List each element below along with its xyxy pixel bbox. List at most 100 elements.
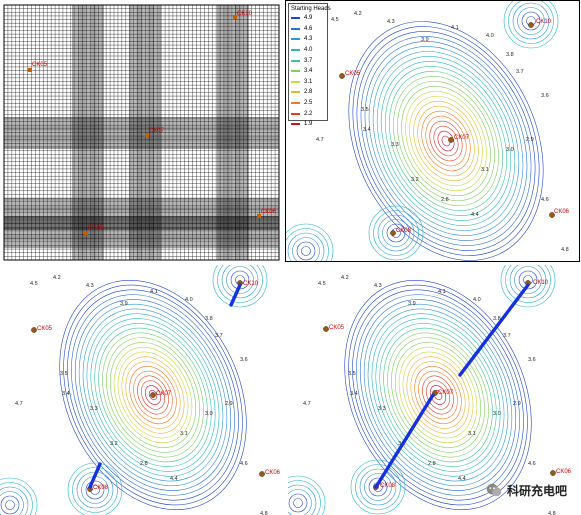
legend-value: 2.5 [304,100,313,107]
contour-label: 3.1 [468,431,476,437]
contour-label: 2.8 [441,197,449,203]
contour-label: 2.8 [140,461,148,467]
contour-label: 3.9 [120,301,128,307]
contour-label: 4.7 [15,401,23,407]
pathline-panel-long[interactable]: 4.5 4.2 4.3 3.9 4.1 4.0 3.8 3.7 3.6 3.5 3.4 3.3 3.2 3… [288,265,581,515]
head-contour [86,313,220,477]
head-contour [500,265,556,308]
watermark-text: 科研充电吧 [506,483,567,498]
particle-pathline [88,462,102,489]
head-contour [364,41,528,241]
pathline-contour-map-long[interactable]: 4.54.24.33.94.14.03.83.73.63.53.43.33.23… [288,265,581,515]
contour-label: 2.9 [526,137,534,143]
well-label-ck07: CK07 [156,391,172,397]
model-grid-panel[interactable]: CK10 CK05 CK07 CK08 CK06 [0,0,282,262]
head-contour [63,284,243,506]
pathline-panel-short[interactable]: 4.5 4.2 4.3 3.9 4.1 4.0 3.8 3.7 3.6 3.5 3.4 3.3 3.2 3… [0,265,287,515]
well-label-ck10: CK10 [243,281,259,287]
head-contour [413,100,479,182]
well-label-ck07: CK07 [149,128,165,134]
head-contour [386,223,406,243]
head-contour [72,467,118,513]
well-marker[interactable] [448,137,454,143]
head-contour [508,1,554,44]
head-contour [212,265,268,308]
legend-swatch [291,38,300,41]
contour-label: 4.5 [30,281,38,287]
starting-heads-panel[interactable]: 4.5 4.2 4.3 3.9 4.1 4.0 3.8 3.7 3.6 3.5 3.4 3.3 3.2 3… [285,0,580,262]
head-contour [373,210,419,256]
well-marker[interactable] [257,214,261,218]
well-label-ck06: CK06 [265,470,281,476]
well-marker[interactable] [145,133,149,137]
watermark: 科研充电吧 [485,481,567,499]
head-contour [503,1,559,49]
well-marker[interactable] [84,231,88,235]
well-marker[interactable] [339,73,345,79]
legend-row: 4.0 [291,45,325,56]
legend-swatch [291,17,300,20]
well-marker[interactable] [549,212,555,218]
head-contour [221,265,259,299]
head-contour [417,105,475,177]
head-contour [372,51,520,231]
head-contour [286,223,334,261]
contour-label: 2.9 [513,401,521,407]
head-contour [429,120,463,162]
contour-label: 4.0 [486,33,494,39]
head-contour [391,337,485,453]
well-marker[interactable] [233,15,237,19]
pathline-contour-map-short[interactable]: 4.5 4.2 4.3 3.9 4.1 4.0 3.8 3.7 3.6 3.5 3.4 3.3 3.2 3… [0,265,287,515]
head-contour [383,327,493,463]
contour-label: 3.2 [110,441,118,447]
head-contour [141,380,165,410]
head-contour [288,489,312,515]
contour-label: 4.7 [303,401,311,407]
well-marker[interactable] [390,230,396,236]
well-marker[interactable] [528,22,534,28]
well-label-ck10: CK10 [533,280,549,286]
model-grid-canvas[interactable] [0,0,282,262]
head-contour [379,322,497,468]
well-marker[interactable] [28,68,32,72]
head-contour [288,484,317,515]
well-marker[interactable] [550,470,556,476]
well-marker[interactable] [323,326,329,332]
head-contour [296,241,316,261]
well-label-ck10: CK10 [237,11,253,17]
contour-label: 4.3 [374,283,382,289]
head-contour [121,356,185,434]
head-contour [410,361,466,429]
particle-pathline [229,283,242,307]
contour-label: 3.6 [528,357,536,363]
head-contour [505,265,551,303]
head-contour [352,289,524,501]
head-contour [371,313,505,477]
head-contour [421,110,471,172]
contour-label: 4.2 [341,275,349,281]
head-contour [368,205,424,261]
well-marker[interactable] [31,327,37,333]
well-label-ck05: CK05 [329,325,345,331]
head-contour [344,279,532,511]
head-contour [98,327,208,463]
head-contour [59,279,247,511]
starting-heads-contour-map[interactable]: 4.5 4.2 4.3 3.9 4.1 4.0 3.8 3.7 3.6 3.5 3.4 3.3 3.2 3… [286,1,580,262]
head-contour [384,66,508,216]
well-marker[interactable] [150,392,156,398]
legend-value: 4.3 [304,36,313,43]
contour-label: 3.5 [361,107,369,113]
contour-label: 4.1 [150,289,158,295]
head-contour [360,36,532,246]
well-marker[interactable] [259,471,265,477]
contour-label: 3.3 [90,406,98,412]
head-contour [67,289,239,501]
head-contour [393,75,499,207]
head-contour [287,232,325,261]
head-contour [387,332,489,458]
contour-label: 3.0 [205,411,213,417]
legend-swatch [291,102,300,105]
contour-label: 3.5 [348,371,356,377]
head-contour [397,80,495,202]
contour-label: 4.4 [170,476,178,482]
